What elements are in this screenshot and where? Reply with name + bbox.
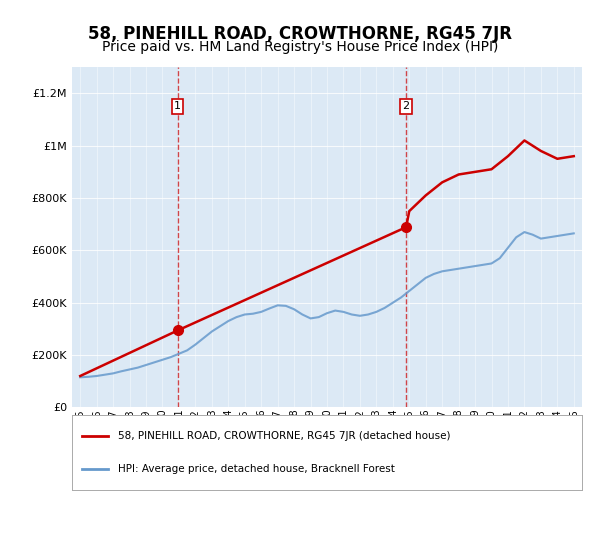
Text: 2: 2 (403, 101, 410, 111)
Text: HPI: Average price, detached house, Bracknell Forest: HPI: Average price, detached house, Brac… (118, 464, 395, 474)
Text: 58, PINEHILL ROAD, CROWTHORNE, RG45 7JR (detached house): 58, PINEHILL ROAD, CROWTHORNE, RG45 7JR … (118, 431, 451, 441)
Text: 1: 1 (174, 101, 181, 111)
Text: Price paid vs. HM Land Registry's House Price Index (HPI): Price paid vs. HM Land Registry's House … (102, 40, 498, 54)
Text: 58, PINEHILL ROAD, CROWTHORNE, RG45 7JR: 58, PINEHILL ROAD, CROWTHORNE, RG45 7JR (88, 25, 512, 43)
